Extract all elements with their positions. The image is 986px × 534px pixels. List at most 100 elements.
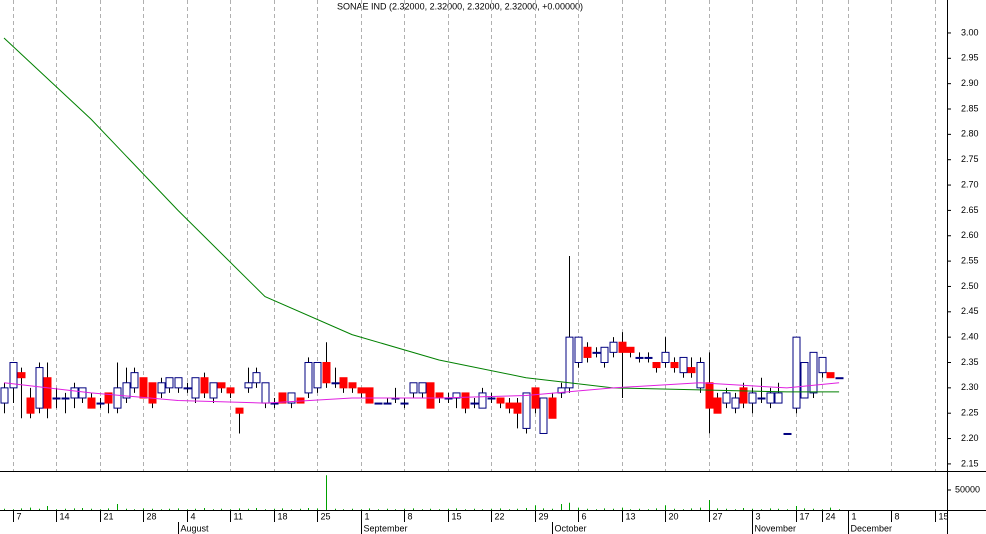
candle-body <box>96 402 105 405</box>
candle-body <box>270 402 279 405</box>
candle-body <box>157 382 166 394</box>
candle-body <box>0 387 9 404</box>
candle-body <box>661 351 670 364</box>
candle-body <box>626 346 635 353</box>
x-tick-label: 24 <box>826 511 836 521</box>
candle-body <box>148 382 157 404</box>
candle-body <box>322 362 331 384</box>
x-tick-label: 15 <box>452 511 462 521</box>
month-label: September <box>364 523 408 533</box>
candle-body <box>200 377 209 394</box>
y-tick-label: 3.00 <box>961 27 979 37</box>
x-tick-label: 8 <box>895 511 900 521</box>
candle-body <box>70 387 79 399</box>
x-tick-label: 18 <box>278 511 288 521</box>
candle-body <box>574 336 583 364</box>
candle-body <box>278 392 287 404</box>
candle-body <box>835 377 844 380</box>
candle-body <box>183 387 192 390</box>
x-tick-label: 8 <box>408 511 413 521</box>
y-tick-label: 2.90 <box>961 78 979 88</box>
candle-body <box>43 377 52 409</box>
candle-body <box>400 402 409 405</box>
candle-body <box>374 402 383 405</box>
x-tick-label: 13 <box>626 511 636 521</box>
candle-body <box>565 336 574 389</box>
month-label: August <box>181 523 210 533</box>
x-tick-label: 22 <box>495 511 505 521</box>
candle-body <box>635 356 644 359</box>
candle-body <box>809 351 818 394</box>
y-tick-label: 2.15 <box>961 458 979 468</box>
y-tick-label: 2.95 <box>961 53 979 63</box>
candle-body <box>792 336 801 409</box>
candle-body <box>78 387 87 399</box>
candle-body <box>618 341 627 353</box>
candle-body <box>26 397 35 414</box>
y-tick-label: 2.55 <box>961 255 979 265</box>
candle-body <box>600 346 609 364</box>
candle-body <box>496 397 505 404</box>
candle-body <box>739 387 748 404</box>
y-tick-label: 2.60 <box>961 230 979 240</box>
x-tick-label: 15 <box>939 511 949 521</box>
y-tick-label: 2.50 <box>961 281 979 291</box>
candle-body <box>644 356 653 359</box>
candle-body <box>113 387 122 409</box>
x-tick-label: 29 <box>539 511 549 521</box>
candle-body <box>557 387 566 394</box>
volume-tick-label: 50000 <box>955 484 980 494</box>
candle-body <box>531 387 540 409</box>
candle-body <box>52 397 61 400</box>
candle-body <box>461 392 470 409</box>
x-tick-label: 7 <box>17 511 22 521</box>
candle-body <box>426 382 435 409</box>
candle-body <box>331 382 340 385</box>
x-tick-label: 21 <box>104 511 114 521</box>
candle-body <box>339 377 348 389</box>
candle-body <box>696 362 705 389</box>
candle-body <box>165 377 174 389</box>
month-label: October <box>555 523 587 533</box>
candle-body <box>357 387 366 394</box>
candle-body <box>130 372 139 389</box>
candle-body <box>365 387 374 404</box>
month-label: November <box>755 523 797 533</box>
x-tick-label: 6 <box>582 511 587 521</box>
x-tick-label: 17 <box>800 511 810 521</box>
candle-body <box>104 392 113 404</box>
candle-body <box>348 382 357 389</box>
candle-body <box>244 382 253 389</box>
candle-body <box>679 356 688 374</box>
candle-body <box>252 372 261 384</box>
candle-body <box>522 392 531 429</box>
candle-body <box>487 397 496 400</box>
candle-body <box>383 402 392 405</box>
candle-body <box>470 402 479 405</box>
x-tick-label: 3 <box>756 511 761 521</box>
y-tick-label: 2.45 <box>961 306 979 316</box>
candle-body <box>713 397 722 414</box>
y-tick-label: 2.75 <box>961 154 979 164</box>
candle-body <box>478 392 487 409</box>
candle-body <box>418 382 427 394</box>
candle-body <box>304 362 313 394</box>
y-tick-label: 2.30 <box>961 382 979 392</box>
x-tick-label: 27 <box>713 511 723 521</box>
candle-body <box>757 397 766 400</box>
moving-average <box>3 37 840 393</box>
moving-average <box>3 382 840 404</box>
x-tick-label: 20 <box>669 511 679 521</box>
candle-body <box>800 362 809 399</box>
candle-body <box>774 392 783 404</box>
y-tick-label: 2.70 <box>961 179 979 189</box>
x-tick-label: 1 <box>365 511 370 521</box>
y-tick-label: 2.40 <box>961 332 979 342</box>
candle-body <box>652 362 661 369</box>
x-tick-label: 1 <box>852 511 857 521</box>
x-tick-label: 4 <box>191 511 196 521</box>
candle-body <box>583 346 592 358</box>
